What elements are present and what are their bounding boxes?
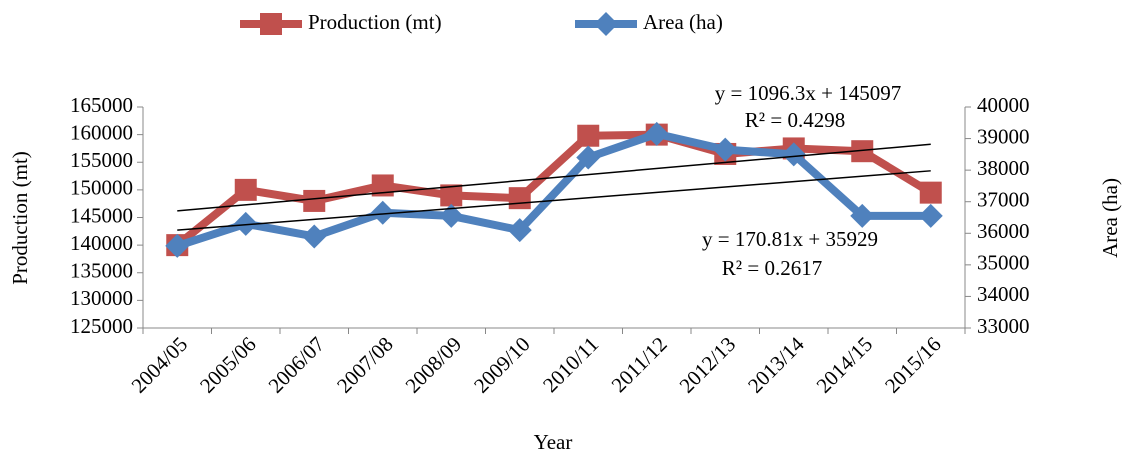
- x-tick-label: 2010/11: [538, 332, 603, 397]
- legend-marker: [594, 12, 618, 36]
- y-tick-label: 145000: [70, 203, 133, 227]
- y2-tick-label: 40000: [977, 93, 1030, 117]
- trend-r2: R² = 0.4298: [745, 108, 845, 132]
- y-axis-title: Production (mt): [8, 151, 32, 285]
- point-marker: [713, 137, 738, 162]
- point-marker: [302, 224, 327, 249]
- x-tick-label: 2013/14: [743, 332, 809, 398]
- y2-tick-label: 35000: [977, 251, 1030, 275]
- legend-marker: [260, 13, 282, 35]
- y2-tick-label: 33000: [977, 314, 1030, 338]
- x-tick-label: 2006/07: [264, 332, 330, 398]
- trendline: [177, 143, 931, 212]
- point-marker: [165, 233, 190, 258]
- y2-tick-label: 37000: [977, 188, 1030, 212]
- trend-r2: R² = 0.2617: [722, 256, 822, 280]
- series-line: [176, 129, 931, 250]
- y-tick-label: 140000: [70, 231, 133, 255]
- trendline: [177, 170, 931, 231]
- point-marker: [508, 187, 531, 210]
- y2-tick-label: 38000: [977, 156, 1030, 180]
- x-tick-label: 2009/10: [469, 332, 535, 398]
- point-marker: [507, 218, 532, 243]
- x-tick-label: 2007/08: [332, 332, 398, 398]
- point-marker: [371, 174, 394, 197]
- point-marker: [440, 184, 463, 207]
- trend-equation: y = 170.81x + 35929: [702, 227, 878, 251]
- y2-axis-title: Area (ha): [1098, 178, 1122, 258]
- y-tick-label: 135000: [70, 259, 133, 283]
- x-axis-title: Year: [534, 430, 573, 454]
- point-marker: [234, 178, 257, 201]
- point-marker: [851, 140, 874, 163]
- point-marker: [781, 142, 806, 167]
- point-marker: [439, 203, 464, 228]
- x-tick-label: 2014/15: [812, 332, 878, 398]
- y-tick-label: 165000: [70, 93, 133, 117]
- point-marker: [233, 211, 258, 236]
- x-tick-label: 2004/05: [127, 332, 193, 398]
- x-tick-label: 2012/13: [675, 332, 741, 398]
- point-marker: [576, 145, 601, 170]
- x-tick-label: 2015/16: [880, 332, 946, 398]
- point-marker: [850, 203, 875, 228]
- point-marker: [644, 121, 669, 146]
- point-marker: [918, 203, 943, 228]
- point-marker: [919, 181, 942, 204]
- point-marker: [577, 124, 600, 147]
- y-tick-label: 155000: [70, 148, 133, 172]
- y-tick-label: 150000: [70, 176, 133, 200]
- y2-tick-label: 39000: [977, 124, 1030, 148]
- y2-tick-label: 34000: [977, 282, 1030, 306]
- legend-label: Production (mt): [308, 10, 442, 34]
- y-tick-label: 160000: [70, 120, 133, 144]
- point-marker: [303, 189, 326, 212]
- x-tick-label: 2005/06: [195, 332, 261, 398]
- point-marker: [370, 200, 395, 225]
- trend-equation: y = 1096.3x + 145097: [715, 81, 901, 105]
- y-tick-label: 125000: [70, 314, 133, 338]
- x-tick-label: 2011/12: [607, 332, 672, 397]
- y2-tick-label: 36000: [977, 219, 1030, 243]
- legend-label: Area (ha): [643, 10, 723, 34]
- y-tick-label: 130000: [70, 286, 133, 310]
- x-tick-label: 2008/09: [401, 332, 467, 398]
